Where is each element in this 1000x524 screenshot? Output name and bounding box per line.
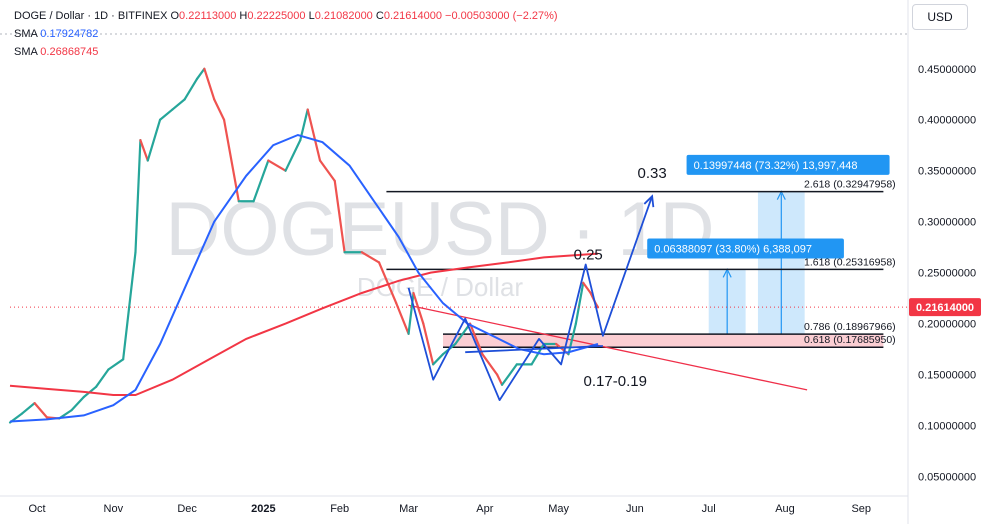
price-path-segment <box>567 322 577 356</box>
projection-label-text: 0.13997448 (73.32%) 13,997,448 <box>694 160 858 172</box>
last-price-label: 0.21614000 <box>916 302 974 314</box>
high-label: H <box>239 10 248 22</box>
price-path-segment <box>267 159 287 172</box>
y-tick-label: 0.45000000 <box>918 64 976 76</box>
price-path-segment <box>183 77 199 101</box>
price-path-segment <box>318 159 336 182</box>
price-path-segment <box>432 353 445 366</box>
high-value: 0.22225000 <box>247 10 306 22</box>
open-value: 0.22113000 <box>179 10 237 22</box>
currency-button[interactable]: USD <box>912 4 968 30</box>
price-path-segment <box>139 139 149 162</box>
price-path-segment <box>395 302 410 335</box>
price-path-segment <box>222 118 240 203</box>
price-path-segment <box>582 281 592 295</box>
sma-fast-value: 0.17924782 <box>40 28 99 40</box>
price-path-segment <box>481 353 499 376</box>
symbol-title[interactable]: DOGE / Dollar · 1D · BITFINEX <box>14 10 168 22</box>
price-path-segment <box>21 402 36 415</box>
fib-level-label: 1.618 (0.25316958) <box>804 256 896 268</box>
price-path-segment <box>252 159 270 203</box>
pattern-path <box>407 195 653 401</box>
price-path-segment <box>171 98 186 111</box>
price-path-segment <box>70 395 85 412</box>
price-path-segment <box>412 291 425 325</box>
price-path-segment <box>203 67 216 101</box>
price-path-segment <box>468 322 484 356</box>
x-tick-label: Feb <box>330 503 349 515</box>
sma-slow-label: SMA <box>14 46 38 58</box>
x-tick-label: Oct <box>29 503 46 515</box>
sma-slow-value: 0.26868745 <box>40 46 99 58</box>
annotation-label: 0.25 <box>574 246 603 263</box>
price-path-segment <box>530 342 545 366</box>
trendline <box>408 304 808 391</box>
x-tick-label: Aug <box>775 503 795 515</box>
price-path-segment <box>422 322 435 366</box>
price-path-segment <box>195 67 206 81</box>
last-price-badge <box>909 298 981 317</box>
x-tick-label: Mar <box>399 503 418 515</box>
projection-label-box <box>647 238 844 259</box>
y-tick-label: 0.15000000 <box>918 370 976 382</box>
annotation-label: 0.17-0.19 <box>584 373 647 390</box>
price-path-segment <box>284 139 302 172</box>
open-label: O <box>170 10 180 22</box>
sma-slow-legend[interactable]: SMA 0.26868745 <box>14 43 558 61</box>
price-path-segment <box>500 363 518 386</box>
y-tick-label: 0.10000000 <box>918 421 976 433</box>
fib-level-label: 0.618 (0.17685950) <box>804 334 896 346</box>
x-tick-label: Jul <box>702 503 716 515</box>
price-path-segment <box>333 179 346 254</box>
x-tick-label: Dec <box>177 503 197 515</box>
price-path-segment <box>360 251 381 264</box>
price-path-segment <box>33 402 49 419</box>
watermark-main: DOGEUSD · 1D <box>166 187 715 272</box>
price-path-segment <box>306 108 322 162</box>
ohlc-legend: DOGE / Dollar · 1D · BITFINEX O0.2211300… <box>14 7 558 25</box>
x-tick-label: 2025 <box>251 503 275 515</box>
price-path-segment <box>146 118 162 162</box>
sma-fast-legend[interactable]: SMA 0.17924782 <box>14 25 558 43</box>
price-path-segment <box>454 322 472 346</box>
y-tick-label: 0.35000000 <box>918 166 976 178</box>
annotation-label: 0.33 <box>638 165 667 182</box>
price-path-segment <box>95 368 110 388</box>
change-value: −0.00503000 (−2.27%) <box>445 10 558 22</box>
sma-fast-label: SMA <box>14 28 38 40</box>
y-tick-label: 0.40000000 <box>918 115 976 127</box>
close-label: C <box>375 10 384 22</box>
chart-legend: DOGE / Dollar · 1D · BITFINEX O0.2211300… <box>14 7 558 61</box>
y-tick-label: 0.20000000 <box>918 319 976 331</box>
y-tick-label: 0.30000000 <box>918 217 976 229</box>
sma-slow-line <box>9 252 599 396</box>
price-path-segment <box>213 98 226 121</box>
x-tick-label: Sep <box>851 503 871 515</box>
x-tick-label: May <box>548 503 569 515</box>
price-path-segment <box>107 358 125 371</box>
fib-level-label: 0.786 (0.18967966) <box>804 321 896 333</box>
price-path-segment <box>158 108 174 121</box>
pattern-arrow-head <box>643 194 655 208</box>
low-value: 0.21082000 <box>314 10 373 22</box>
price-path-segment <box>574 281 585 325</box>
projection-label-text: 0.06388097 (33.80%) 6,388,097 <box>654 243 812 255</box>
x-tick-label: Apr <box>476 503 493 515</box>
projection-label-box <box>686 154 890 175</box>
price-path-segment <box>134 139 142 254</box>
y-tick-label: 0.05000000 <box>918 472 976 484</box>
low-label: L <box>308 10 315 22</box>
fib-level-label: 2.618 (0.32947958) <box>804 179 896 191</box>
price-path-segment <box>496 373 504 386</box>
pattern-neck-segment <box>465 345 603 354</box>
price-path-segment <box>377 261 398 305</box>
y-tick-label: 0.25000000 <box>918 268 976 280</box>
close-value: 0.21614000 <box>383 10 442 22</box>
x-tick-label: Nov <box>104 503 124 515</box>
price-path-segment <box>122 251 137 361</box>
sma-fast-line <box>9 133 599 423</box>
x-tick-label: Jun <box>626 503 644 515</box>
